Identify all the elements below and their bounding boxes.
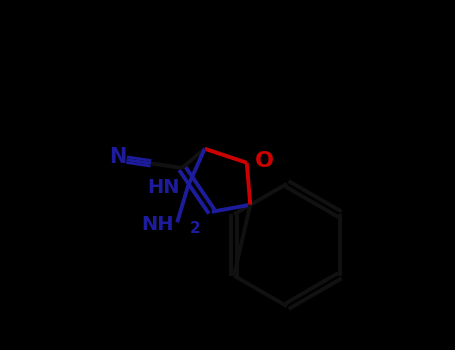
Text: O: O [254, 151, 273, 171]
Text: 2: 2 [189, 221, 200, 236]
Text: HN: HN [147, 178, 179, 197]
Text: N: N [109, 147, 126, 167]
Text: NH: NH [141, 215, 174, 233]
